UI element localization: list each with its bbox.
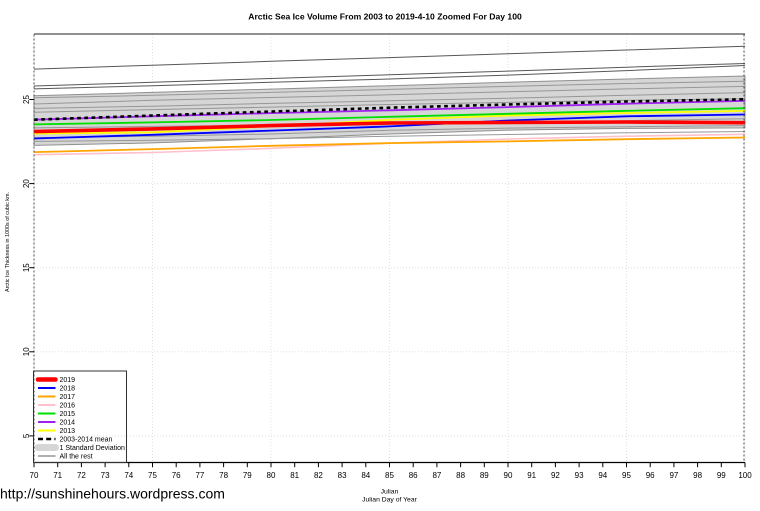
svg-text:94: 94 bbox=[598, 471, 607, 480]
svg-text:92: 92 bbox=[551, 471, 560, 480]
svg-text:20: 20 bbox=[22, 179, 31, 188]
svg-text:Julian Day of Year: Julian Day of Year bbox=[362, 497, 418, 504]
svg-text:2016: 2016 bbox=[60, 403, 76, 410]
svg-text:2013: 2013 bbox=[60, 428, 76, 435]
svg-text:76: 76 bbox=[172, 471, 181, 480]
svg-text:15: 15 bbox=[22, 263, 31, 272]
svg-text:73: 73 bbox=[101, 471, 110, 480]
svg-text:96: 96 bbox=[646, 471, 655, 480]
svg-text:2018: 2018 bbox=[60, 386, 76, 393]
svg-text:77: 77 bbox=[195, 471, 204, 480]
svg-text:81: 81 bbox=[290, 471, 299, 480]
svg-text:10: 10 bbox=[22, 347, 31, 356]
svg-text:2017: 2017 bbox=[60, 394, 76, 401]
svg-text:98: 98 bbox=[693, 471, 702, 480]
svg-text:74: 74 bbox=[124, 471, 133, 480]
svg-text:89: 89 bbox=[480, 471, 489, 480]
svg-text:90: 90 bbox=[504, 471, 513, 480]
svg-text:86: 86 bbox=[409, 471, 418, 480]
svg-text:75: 75 bbox=[148, 471, 157, 480]
svg-text:100: 100 bbox=[738, 471, 752, 480]
svg-text:http://sunshinehours.wordpress: http://sunshinehours.wordpress.com bbox=[0, 486, 225, 502]
svg-text:99: 99 bbox=[717, 471, 726, 480]
svg-text:25: 25 bbox=[22, 95, 31, 104]
svg-text:88: 88 bbox=[456, 471, 465, 480]
svg-text:2014: 2014 bbox=[60, 420, 76, 427]
svg-text:78: 78 bbox=[219, 471, 228, 480]
svg-text:2019: 2019 bbox=[60, 377, 76, 384]
svg-text:84: 84 bbox=[361, 471, 370, 480]
svg-text:91: 91 bbox=[527, 471, 536, 480]
svg-text:Julian: Julian bbox=[381, 489, 399, 496]
svg-text:95: 95 bbox=[622, 471, 631, 480]
svg-text:70: 70 bbox=[30, 471, 39, 480]
svg-text:85: 85 bbox=[385, 471, 394, 480]
svg-text:80: 80 bbox=[267, 471, 276, 480]
svg-text:97: 97 bbox=[669, 471, 678, 480]
svg-text:Arctic Sea Ice Volume From 200: Arctic Sea Ice Volume From 2003 to 2019-… bbox=[248, 12, 522, 22]
svg-text:79: 79 bbox=[243, 471, 252, 480]
svg-text:71: 71 bbox=[53, 471, 62, 480]
svg-text:Arctic Ice Thickness in 1000s: Arctic Ice Thickness in 1000s of cubic k… bbox=[5, 192, 11, 292]
svg-text:All the rest: All the rest bbox=[60, 454, 93, 461]
svg-text:5: 5 bbox=[22, 433, 31, 438]
svg-text:2015: 2015 bbox=[60, 411, 76, 418]
svg-text:72: 72 bbox=[77, 471, 86, 480]
svg-text:83: 83 bbox=[338, 471, 347, 480]
svg-text:93: 93 bbox=[575, 471, 584, 480]
svg-text:2003-2014 mean: 2003-2014 mean bbox=[60, 437, 113, 444]
svg-text:87: 87 bbox=[432, 471, 441, 480]
svg-text:1 Standard Deviation: 1 Standard Deviation bbox=[60, 445, 125, 452]
svg-text:82: 82 bbox=[314, 471, 323, 480]
